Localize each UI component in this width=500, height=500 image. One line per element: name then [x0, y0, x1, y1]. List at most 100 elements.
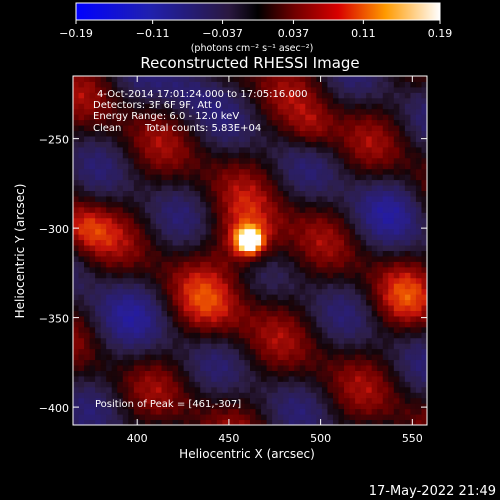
heatmap-pixel [266, 228, 273, 235]
heatmap-pixel [155, 114, 162, 121]
heatmap-pixel [316, 114, 323, 121]
heatmap-pixel [172, 245, 179, 251]
heatmap-pixel [161, 157, 168, 164]
heatmap-pixel [277, 185, 284, 192]
heatmap-pixel [106, 288, 113, 295]
heatmap-pixel [310, 206, 317, 213]
heatmap-pixel [189, 179, 196, 186]
heatmap-pixel [382, 403, 389, 410]
heatmap-pixel [277, 397, 284, 404]
heatmap-pixel [305, 419, 312, 426]
heatmap-pixel [399, 255, 406, 262]
heatmap-pixel [321, 354, 328, 361]
heatmap-pixel [227, 261, 234, 268]
heatmap-pixel [388, 337, 395, 344]
heatmap-pixel [111, 212, 118, 219]
heatmap-pixel [332, 141, 339, 148]
heatmap-pixel [244, 343, 251, 350]
heatmap-pixel [216, 179, 223, 186]
heatmap-pixel [349, 141, 356, 148]
heatmap-pixel [128, 130, 135, 137]
heatmap-pixel [100, 321, 107, 328]
heatmap-pixel [194, 245, 201, 251]
heatmap-pixel [316, 343, 323, 350]
heatmap-pixel [227, 157, 234, 164]
heatmap-pixel [189, 315, 196, 322]
heatmap-pixel [310, 348, 317, 355]
heatmap-pixel [84, 201, 91, 208]
heatmap-pixel [261, 114, 268, 121]
heatmap-pixel [404, 397, 411, 404]
heatmap-pixel [216, 86, 223, 93]
heatmap-pixel [288, 294, 295, 301]
heatmap-pixel [399, 81, 406, 88]
heatmap-pixel [139, 266, 146, 273]
heatmap-pixel [305, 370, 312, 377]
heatmap-pixel [73, 365, 80, 371]
heatmap-pixel [95, 168, 102, 175]
heatmap-pixel [288, 392, 295, 399]
heatmap-pixel [288, 81, 295, 88]
heatmap-pixel [244, 245, 251, 251]
heatmap-pixel [89, 212, 96, 219]
heatmap-pixel [84, 321, 91, 328]
heatmap-pixel [250, 174, 257, 181]
heatmap-pixel [305, 228, 312, 235]
heatmap-pixel [227, 326, 234, 333]
heatmap-pixel [133, 272, 140, 279]
heatmap-pixel [194, 125, 201, 132]
heatmap-pixel [382, 250, 389, 257]
heatmap-pixel [216, 130, 223, 137]
heatmap-pixel [155, 86, 162, 93]
heatmap-pixel [299, 250, 306, 257]
heatmap-pixel [139, 146, 146, 153]
heatmap-pixel [371, 343, 378, 350]
heatmap-pixel [305, 348, 312, 355]
heatmap-pixel [211, 108, 218, 115]
heatmap-pixel [404, 163, 411, 170]
heatmap-pixel [178, 190, 185, 197]
heatmap-pixel [310, 386, 317, 393]
heatmap-pixel [355, 152, 362, 159]
heatmap-pixel [255, 315, 262, 322]
heatmap-pixel [128, 81, 135, 88]
heatmap-pixel [222, 152, 229, 159]
heatmap-pixel [244, 114, 251, 121]
heatmap-pixel [200, 261, 207, 268]
heatmap-pixel [222, 234, 229, 241]
heatmap-pixel [84, 245, 91, 251]
heatmap-pixel [89, 168, 96, 175]
heatmap-pixel [73, 81, 80, 88]
heatmap-pixel [250, 97, 257, 104]
heatmap-pixel [305, 354, 312, 361]
heatmap-pixel [332, 343, 339, 350]
heatmap-pixel [332, 414, 339, 421]
heatmap-pixel [89, 223, 96, 230]
heatmap-pixel [338, 125, 345, 132]
heatmap-pixel [371, 365, 378, 371]
heatmap-pixel [84, 250, 91, 257]
heatmap-pixel [100, 392, 107, 399]
heatmap-pixel [305, 119, 312, 126]
heatmap-pixel [161, 365, 168, 371]
heatmap-pixel [227, 76, 234, 82]
heatmap-pixel [122, 414, 129, 421]
heatmap-pixel [111, 228, 118, 235]
heatmap-pixel [117, 119, 124, 126]
heatmap-pixel [377, 332, 384, 339]
heatmap-pixel [106, 119, 113, 126]
heatmap-pixel [371, 403, 378, 410]
heatmap-pixel [404, 354, 411, 361]
heatmap-pixel [84, 381, 91, 388]
heatmap-pixel [421, 125, 428, 132]
heatmap-pixel [294, 272, 301, 279]
heatmap-pixel [144, 403, 151, 410]
heatmap-pixel [288, 261, 295, 268]
heatmap-pixel [144, 408, 151, 415]
heatmap-pixel [227, 354, 234, 361]
heatmap-pixel [371, 315, 378, 322]
heatmap-pixel [421, 185, 428, 192]
heatmap-pixel [410, 288, 417, 295]
heatmap-pixel [222, 135, 229, 142]
heatmap-pixel [111, 217, 118, 224]
